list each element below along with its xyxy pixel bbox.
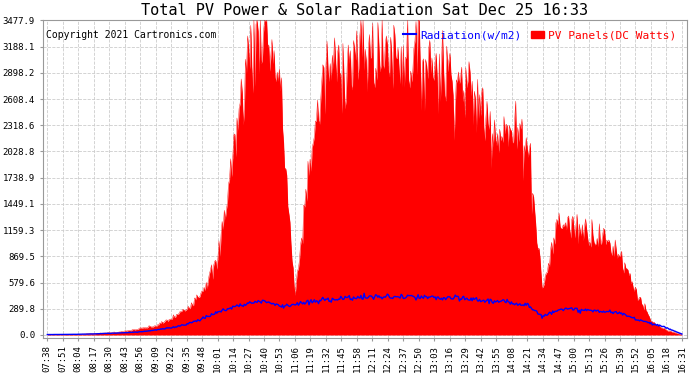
Title: Total PV Power & Solar Radiation Sat Dec 25 16:33: Total PV Power & Solar Radiation Sat Dec… [141,3,588,18]
Text: Copyright 2021 Cartronics.com: Copyright 2021 Cartronics.com [46,30,216,40]
Legend: Radiation(w/m2), PV Panels(DC Watts): Radiation(w/m2), PV Panels(DC Watts) [398,26,681,45]
